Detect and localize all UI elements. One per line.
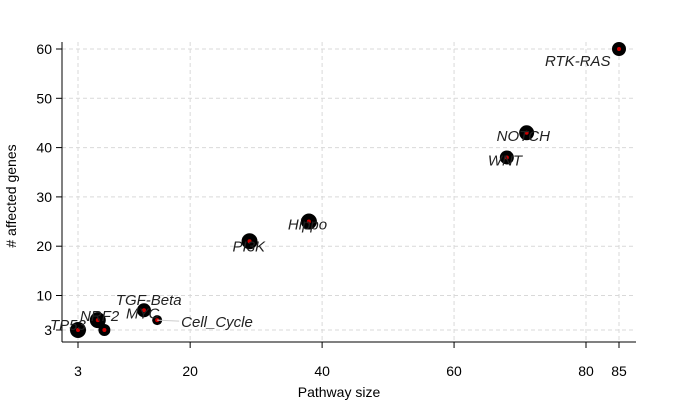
x-tick-label: 40 <box>314 363 330 379</box>
data-point-center <box>95 318 100 323</box>
y-tick-label: 30 <box>36 189 52 205</box>
point-label: WNT <box>488 152 524 169</box>
point-label: NOTCH <box>497 128 550 145</box>
point-label: MYC <box>126 305 160 322</box>
x-axis-title: Pathway size <box>298 384 381 400</box>
point-label: NRF2 <box>80 308 120 325</box>
axes: 3 20 40 60 80 85 3 10 20 30 40 50 60 <box>36 41 636 379</box>
y-axis-title: # affected genes <box>3 144 19 247</box>
data-point-center <box>524 130 529 135</box>
data-point-center <box>617 47 621 51</box>
y-tick-label: 20 <box>36 238 52 254</box>
data-point-center <box>306 219 311 224</box>
data-point-center <box>102 328 107 332</box>
x-tick-label: 60 <box>446 363 462 379</box>
y-tick-label: 40 <box>36 140 52 156</box>
point-label: Cell_Cycle <box>181 314 253 331</box>
x-tick-label: 80 <box>578 363 594 379</box>
y-tick-label: 60 <box>36 41 52 57</box>
x-tick-label: 20 <box>182 363 198 379</box>
y-tick-label: 3 <box>44 322 52 338</box>
point-label: TP53 <box>50 317 87 334</box>
y-tick-label: 10 <box>36 287 52 303</box>
point-label: PI3K <box>233 238 267 255</box>
point-label: RTK-RAS <box>545 53 611 70</box>
x-tick-label: 3 <box>74 363 82 379</box>
data-point-center <box>247 239 252 244</box>
data-point-center <box>141 308 146 313</box>
data-point-center <box>76 328 80 332</box>
grid <box>62 42 636 342</box>
point-label: Hippo <box>288 217 327 234</box>
y-tick-label: 50 <box>36 90 52 106</box>
x-tick-label: 85 <box>611 363 627 379</box>
point-label: TGF-Beta <box>116 292 182 309</box>
label-leader-line <box>157 319 180 322</box>
data-point-center <box>504 155 509 160</box>
